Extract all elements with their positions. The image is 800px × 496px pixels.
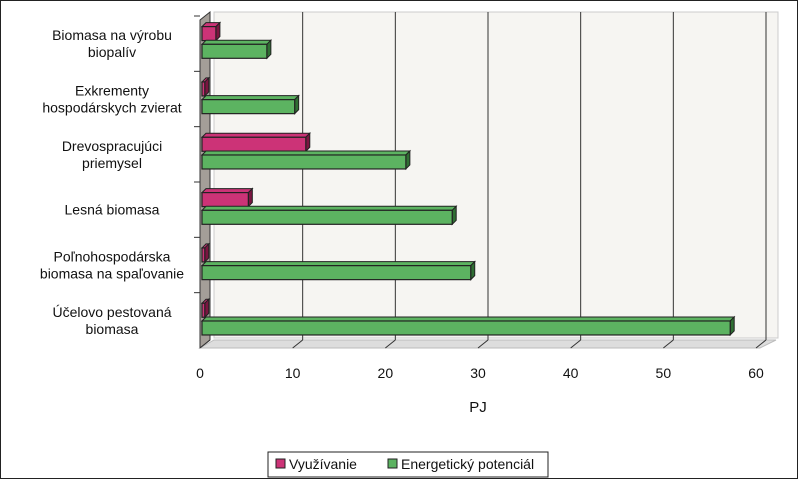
category-label: Poľnohospodárska [54,249,171,265]
bar-vyuzivanie-side [215,21,221,42]
bar-vyuzivanie-front [201,26,217,42]
bar-vyuzivanie-front [201,192,249,208]
bar-potencial-side [451,205,457,226]
bar-potencial-front [201,320,731,336]
tick-mark [570,339,581,349]
bar-vyuzivanie [200,76,210,98]
category-label: Biomasa na výrobu [52,27,172,43]
plot-side-wall [199,10,211,350]
x-tick-label: 60 [748,365,764,381]
bar-vyuzivanie-top [200,132,311,138]
bar-potencial-front [201,154,407,170]
bar-vyuzivanie [200,187,254,208]
bar-vyuzivanie [200,242,210,264]
x-tick-label: 0 [196,365,204,381]
bar-vyuzivanie [200,298,210,319]
bar-potencial-top [200,261,476,267]
bar-vyuzivanie-front [201,136,307,152]
plot-back-wall [213,11,779,339]
bar-potencial-front [201,99,296,115]
x-axis-label: PJ [469,399,487,416]
bar-potencial [200,39,273,60]
bar-vyuzivanie-front [201,247,206,263]
tick-mark [199,339,211,349]
tick-mark [292,339,303,349]
x-tick-label: 20 [378,365,394,381]
tick-mark [755,339,767,349]
legend-label: Využívanie [289,456,357,472]
bar-potencial [200,94,300,115]
legend-label: Energetický potenciál [401,456,534,472]
bar-potencial-side [266,39,272,60]
x-tick-label: 30 [470,365,486,381]
category-label: hospodárskych zvierat [42,100,181,116]
bar-potencial-side [294,94,300,115]
plot-floor [198,339,777,349]
legend: Využívanie Energetický potenciál [267,451,549,478]
x-tick-label: 40 [563,365,579,381]
bar-vyuzivanie-front [201,81,206,97]
bar-potencial [200,205,458,226]
x-tick-label: 50 [656,365,672,381]
category-label: Účelovo pestovaná [52,304,171,320]
bar-potencial-front [201,209,453,225]
bar-vyuzivanie [200,132,311,153]
bar-vyuzivanie-side [204,242,210,264]
tick-mark [477,339,489,349]
bar-potencial-top [200,205,458,211]
bar-potencial [200,149,412,171]
legend-box [267,451,549,478]
legend-swatch [387,458,398,469]
tick-mark [385,339,396,349]
category-label: Drevospracujúci [62,138,162,154]
bar-vyuzivanie-front [201,302,206,318]
category-label: biomasa [86,321,139,337]
legend-swatch [275,458,286,469]
tick-mark [663,339,674,349]
bar-potencial-front [201,265,472,281]
category-label: biomasa na spaľovanie [40,266,184,282]
x-tick-label: 10 [285,365,301,381]
category-label: biopalív [88,44,136,60]
category-label: priemysel [82,155,142,171]
bar-potencial-front [201,43,268,59]
bar-potencial [200,260,476,281]
bar-vyuzivanie-side [204,76,210,98]
bar-vyuzivanie-side [204,298,210,319]
bar-potencial-top [200,150,412,156]
bar-vyuzivanie-top [200,188,254,194]
category-label: Exkrementy [75,83,149,99]
bar-potencial [200,315,736,337]
plot-area: 0 10 20 30 40 50 60 PJ Biomasa na výrobubiopalív… [40,10,779,416]
bar-vyuzivanie-side [247,187,253,208]
category-label: Lesná biomasa [65,202,160,218]
bar-vyuzivanie [200,21,222,42]
bar-potencial-top [200,316,736,322]
